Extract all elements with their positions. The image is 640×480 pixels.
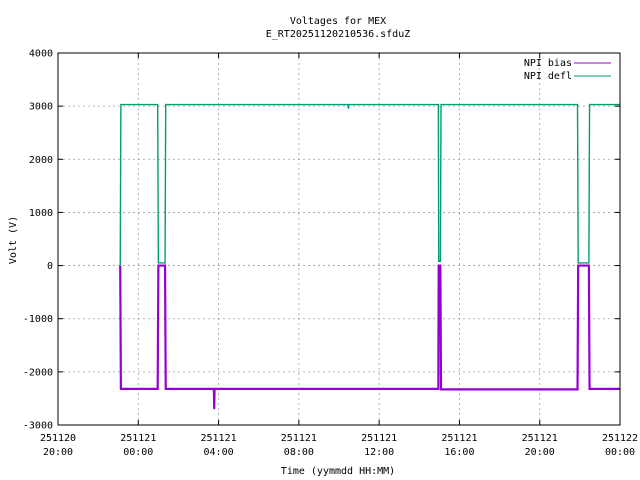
y-tick-label: 4000: [29, 49, 53, 60]
x-tick-date-label: 251121: [441, 433, 477, 444]
y-tick-label: 3000: [29, 102, 53, 113]
legend-label-npi-bias: NPI bias: [524, 58, 572, 69]
plot-frame: [57, 52, 621, 426]
grid: [58, 53, 620, 425]
x-tick-date-label: 251120: [40, 433, 76, 444]
chart-title: Voltages for MEX: [290, 16, 386, 27]
chart-subtitle: E_RT20251120210536.sfduZ: [266, 29, 411, 40]
x-tick-date-label: 251122: [602, 433, 638, 444]
series-line-npi-bias: [119, 264, 620, 410]
y-axis-label: Volt (V): [8, 216, 19, 264]
x-tick-time-label: 00:00: [123, 447, 153, 458]
ticks: -3000 -2000 -1000 0 1000 2000 3000 4000 251120 20…: [23, 49, 638, 459]
x-tick-date-label: 251121: [361, 433, 397, 444]
x-tick-time-label: 00:00: [605, 447, 635, 458]
x-tick-time-label: 20:00: [43, 447, 73, 458]
x-tick-time-label: 20:00: [525, 447, 555, 458]
x-tick-date-label: 251121: [201, 433, 237, 444]
x-tick-time-label: 04:00: [204, 447, 234, 458]
x-tick-date-label: 251121: [522, 433, 558, 444]
y-tick-label: 2000: [29, 155, 53, 166]
y-tick-label: 1000: [29, 208, 53, 219]
x-tick-date-label: 251121: [281, 433, 317, 444]
legend: NPI bias NPI defl: [524, 58, 611, 82]
legend-label-npi-defl: NPI defl: [524, 71, 572, 82]
series-lines: [119, 103, 620, 410]
x-tick-time-label: 12:00: [364, 447, 394, 458]
x-axis-label: Time (yymmdd HH:MM): [281, 466, 395, 477]
x-tick-time-label: 08:00: [284, 447, 314, 458]
series-line-npi-defl: [119, 103, 620, 266]
y-tick-label: -2000: [23, 367, 53, 378]
y-tick-label: -1000: [23, 314, 53, 325]
y-tick-label: -3000: [23, 421, 53, 432]
y-tick-label: 0: [47, 261, 53, 272]
x-tick-time-label: 16:00: [444, 447, 474, 458]
x-tick-date-label: 251121: [120, 433, 156, 444]
